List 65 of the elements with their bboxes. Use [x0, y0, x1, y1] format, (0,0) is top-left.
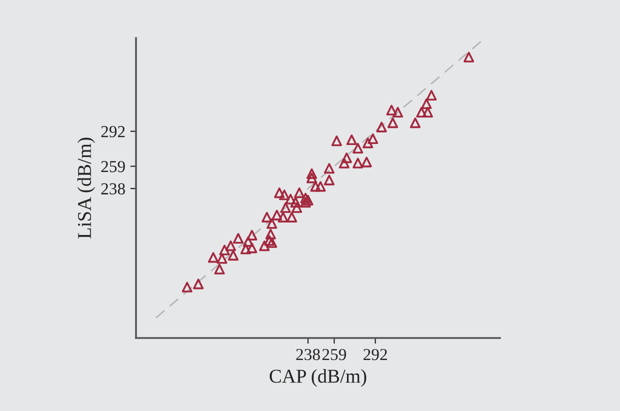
point [302, 194, 314, 206]
point [421, 98, 432, 110]
point [338, 158, 350, 168]
point [285, 194, 296, 204]
point [300, 197, 311, 208]
point [392, 106, 404, 118]
point [324, 174, 335, 186]
point [324, 163, 335, 174]
point [410, 118, 421, 128]
point [346, 134, 357, 146]
point [315, 181, 326, 192]
y-tick-label: 259 [101, 161, 125, 172]
point [242, 236, 254, 247]
point [232, 233, 244, 244]
point [386, 104, 397, 116]
point [426, 90, 437, 101]
point [240, 244, 251, 254]
point [294, 187, 305, 198]
point [266, 237, 278, 248]
point [272, 210, 282, 220]
point [259, 240, 270, 252]
point [262, 212, 272, 222]
point [246, 242, 258, 254]
point [361, 156, 372, 168]
point [331, 136, 342, 146]
point [216, 253, 228, 264]
point [352, 158, 364, 168]
y-tick-label: 292 [101, 126, 125, 138]
point [368, 133, 378, 144]
point [265, 228, 276, 240]
point [352, 142, 364, 154]
point [266, 218, 278, 229]
point [264, 235, 275, 246]
point [219, 244, 230, 256]
y-tick-label: 238 [101, 183, 125, 194]
point [279, 190, 290, 200]
point [193, 278, 204, 290]
point [341, 152, 352, 164]
point [387, 118, 398, 128]
point [286, 212, 298, 222]
point [362, 138, 374, 148]
point [246, 230, 258, 240]
point [182, 282, 192, 292]
x-tick-label: 292 [364, 348, 387, 360]
point [274, 187, 285, 198]
point [292, 202, 302, 213]
point [376, 122, 387, 132]
x-axis-title: CAP (dB/m) [270, 369, 366, 387]
y-axis-title: LiSA (dB/m) [77, 138, 96, 238]
x-tick-label: 259 [322, 348, 346, 360]
point [214, 264, 225, 274]
point [290, 197, 301, 208]
point [228, 250, 239, 261]
point [280, 202, 291, 213]
point [306, 168, 318, 179]
point [310, 181, 321, 192]
point [464, 52, 474, 62]
point [422, 106, 433, 118]
point [306, 172, 318, 184]
point [278, 212, 288, 222]
point [416, 106, 427, 118]
point [225, 240, 236, 252]
point [208, 252, 219, 263]
x-tick-label: 238 [296, 348, 320, 360]
point [300, 192, 311, 204]
